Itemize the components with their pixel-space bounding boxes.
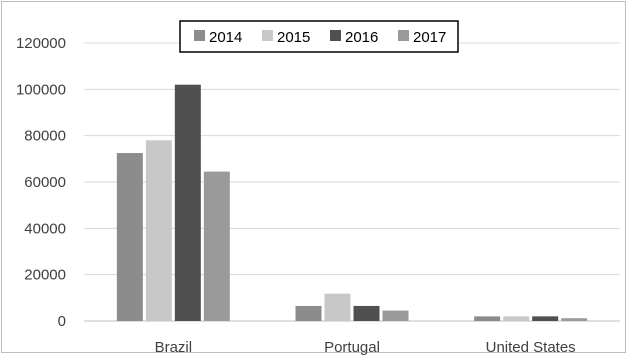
bar — [174, 84, 201, 321]
x-category-label: Portugal — [324, 339, 380, 356]
bar — [561, 318, 588, 321]
legend-swatch — [262, 30, 273, 41]
y-tick-label: 100000 — [16, 81, 66, 98]
y-axis-ticks: 0 20000 40000 60000 80000 100000 120000 — [16, 35, 66, 330]
bar — [353, 305, 380, 321]
bar — [324, 293, 351, 321]
x-axis-categories: Brazil Portugal United States — [155, 339, 576, 356]
legend: 2014 2015 2016 2017 — [179, 20, 459, 53]
legend-label: 2014 — [209, 29, 242, 46]
bar — [145, 140, 172, 321]
bar — [116, 153, 143, 321]
legend-swatch — [194, 30, 205, 41]
bar — [203, 171, 230, 321]
legend-label: 2016 — [345, 29, 378, 46]
x-category-label: Brazil — [155, 339, 193, 356]
y-tick-label: 60000 — [24, 174, 66, 191]
bars — [116, 84, 588, 321]
bar — [474, 316, 501, 321]
legend-box — [179, 20, 459, 53]
y-tick-label: 0 — [58, 313, 66, 330]
bar — [382, 310, 409, 321]
bar — [503, 316, 530, 321]
bar — [295, 305, 322, 321]
bar — [532, 316, 559, 321]
y-tick-label: 20000 — [24, 267, 66, 284]
x-category-label: United States — [486, 339, 576, 356]
y-tick-label: 80000 — [24, 128, 66, 145]
legend-label: 2017 — [413, 29, 446, 46]
y-tick-label: 40000 — [24, 220, 66, 237]
legend-swatch — [330, 30, 341, 41]
legend-swatch — [398, 30, 409, 41]
gridlines — [84, 42, 620, 322]
legend-label: 2015 — [277, 29, 310, 46]
y-tick-label: 120000 — [16, 35, 66, 52]
